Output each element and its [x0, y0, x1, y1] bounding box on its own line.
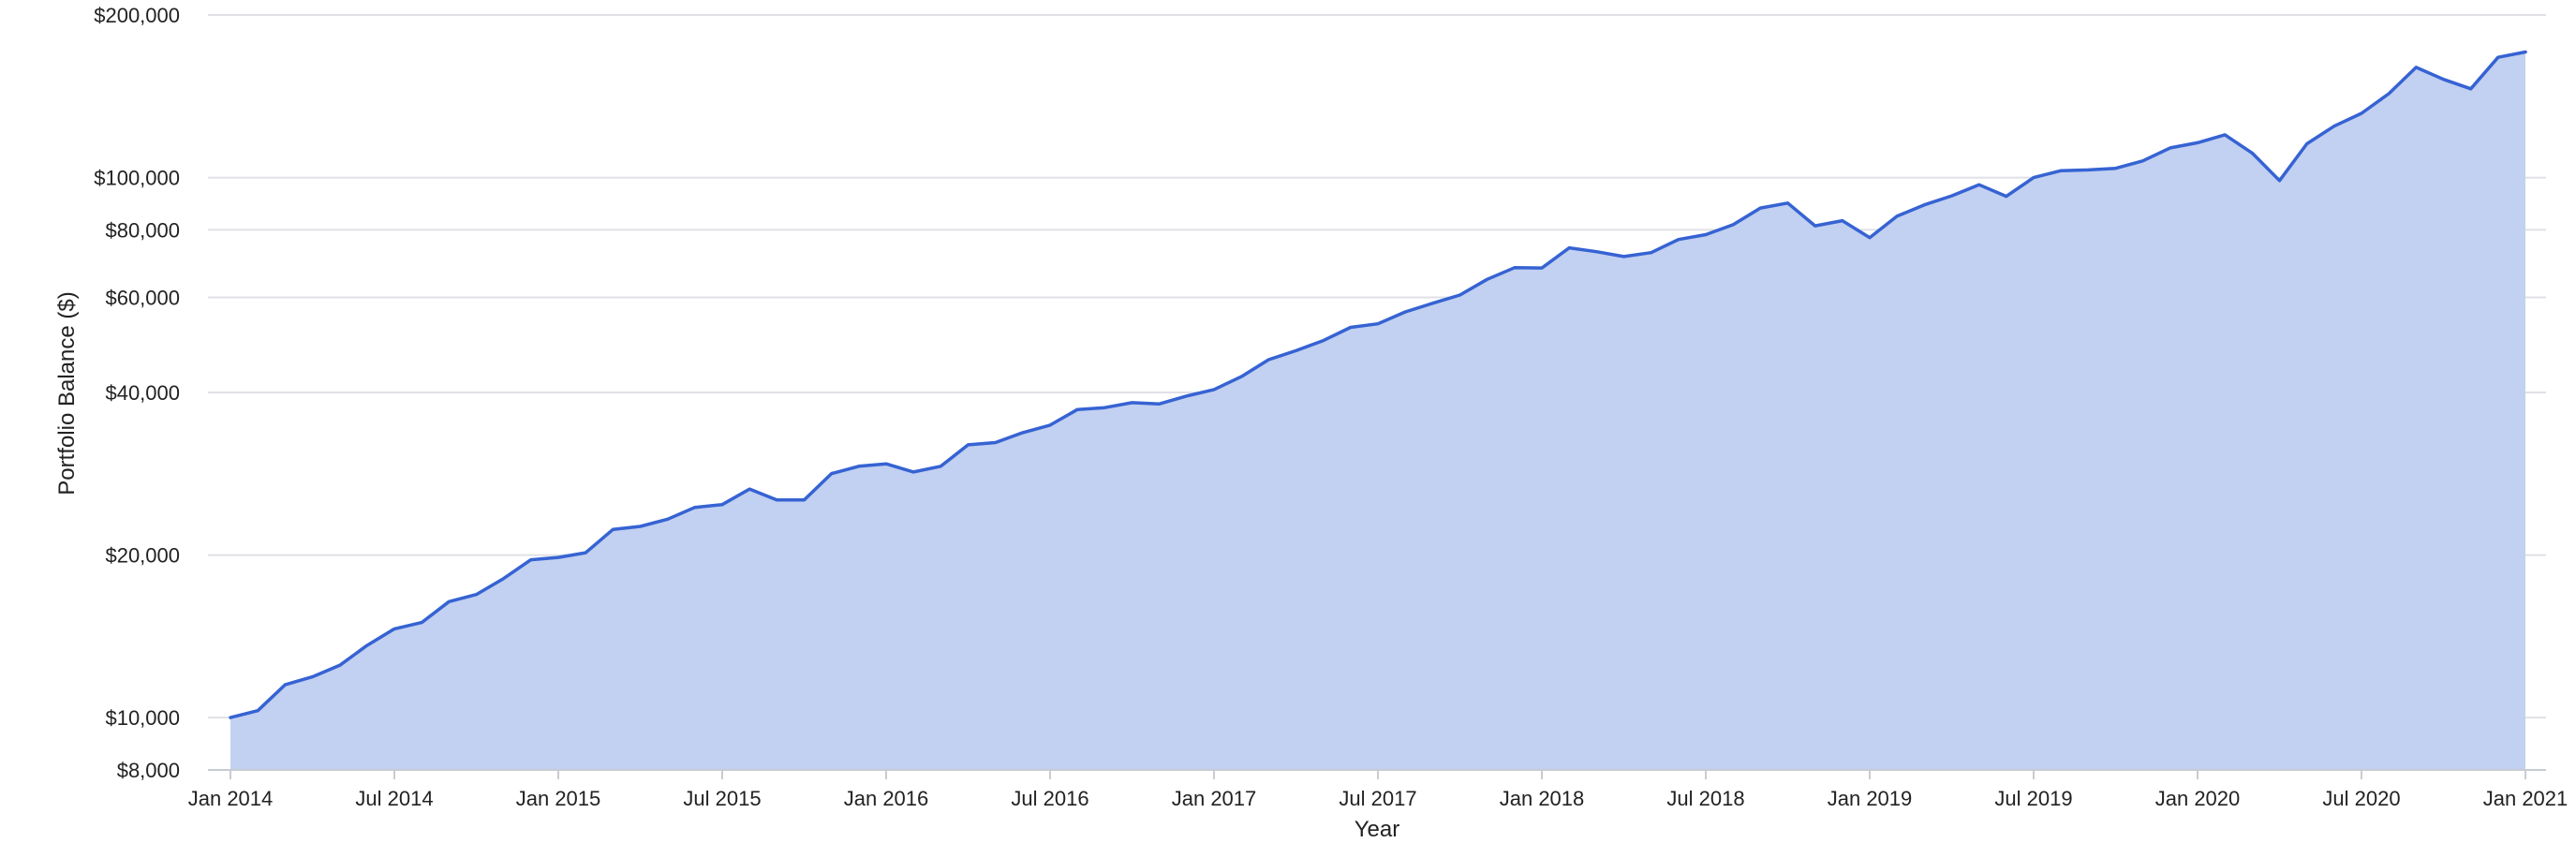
x-tick-label: Jan 2021 — [2483, 787, 2569, 810]
y-tick-label: $40,000 — [105, 381, 180, 405]
y-tick-label: $8,000 — [117, 759, 180, 782]
x-tick-label: Jul 2016 — [1011, 787, 1088, 810]
x-tick-label: Jul 2020 — [2322, 787, 2400, 810]
x-tick-label: Jan 2015 — [516, 787, 601, 810]
y-tick-label: $10,000 — [105, 706, 180, 730]
y-tick-label: $200,000 — [94, 4, 180, 27]
x-axis-title: Year — [1355, 817, 1400, 842]
x-tick-label: Jan 2014 — [188, 787, 274, 810]
x-tick-label: Jan 2017 — [1172, 787, 1257, 810]
y-tick-label: $20,000 — [105, 544, 180, 568]
area-layer — [229, 50, 2527, 770]
x-tick-label: Jan 2019 — [1828, 787, 1913, 810]
x-tick-label: Jul 2018 — [1666, 787, 1744, 810]
x-tick-label: Jan 2018 — [1500, 787, 1585, 810]
x-tick-label: Jul 2015 — [683, 787, 761, 810]
x-tick-label: Jul 2019 — [1994, 787, 2072, 810]
y-tick-label: $80,000 — [105, 218, 180, 242]
x-tick-label: Jul 2014 — [355, 787, 433, 810]
x-tick-label: Jan 2016 — [844, 787, 929, 810]
x-tick-label: Jan 2020 — [2155, 787, 2241, 810]
label-layer: $8,000 $10,000 $20,000 $40,000 $60,000 $80,00… — [94, 4, 2568, 810]
series-area — [230, 52, 2525, 770]
y-axis-title: Portfolio Balance ($) — [54, 291, 80, 495]
y-tick-label: $100,000 — [94, 167, 180, 190]
y-tick-label: $60,000 — [105, 286, 180, 309]
axis-layer — [208, 769, 2546, 779]
x-tick-label: Jul 2017 — [1339, 787, 1416, 810]
